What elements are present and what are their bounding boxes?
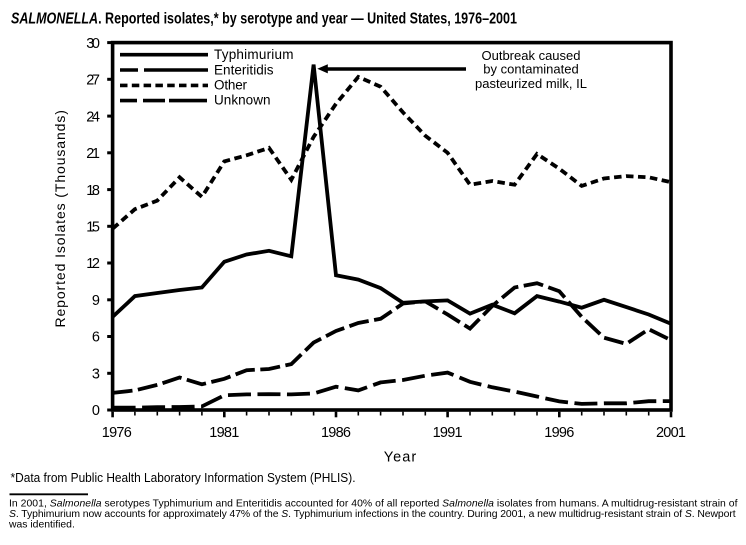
svg-text:In 2001, Salmonella serotypes: In 2001, Salmonella serotypes Typhimuriu… [9,499,738,510]
svg-text:18: 18 [86,183,100,199]
svg-text:pasteurized milk, IL: pasteurized milk, IL [475,76,587,91]
svg-text:3: 3 [92,367,100,383]
svg-text:Other: Other [214,77,248,92]
svg-text:9: 9 [92,293,100,309]
svg-text:was identified.: was identified. [8,520,75,531]
svg-text:15: 15 [86,220,100,236]
svg-text:24: 24 [86,109,100,125]
svg-text:6: 6 [92,330,100,346]
svg-text:Enteritidis: Enteritidis [214,62,274,77]
svg-text:*Data from Public Health Labor: *Data from Public Health Laboratory Info… [11,470,356,485]
svg-text:Reported Isolates (Thousands): Reported Isolates (Thousands) [52,110,68,327]
svg-text:Unknown: Unknown [214,93,271,108]
svg-text:27: 27 [86,73,100,89]
svg-text:S. Typhimurium now accounts fo: S. Typhimurium now accounts for approxim… [9,509,736,520]
svg-text:1976: 1976 [102,425,132,441]
svg-text:0: 0 [92,403,100,419]
svg-text:12: 12 [86,256,100,272]
svg-text:by contaminated: by contaminated [483,62,578,77]
svg-text:1986: 1986 [321,425,351,441]
svg-text:Year: Year [384,449,417,465]
svg-text:2001: 2001 [656,425,686,441]
svg-text:1981: 1981 [209,425,239,441]
svg-text:30: 30 [86,36,100,52]
svg-text:1991: 1991 [433,425,463,441]
svg-text:21: 21 [86,146,100,162]
svg-text:SALMONELLA. Reported isolates,: SALMONELLA. Reported isolates,* by serot… [11,11,517,28]
svg-text:Outbreak caused: Outbreak caused [481,48,580,63]
svg-text:Typhimurium: Typhimurium [214,47,294,62]
svg-text:1996: 1996 [544,425,574,441]
